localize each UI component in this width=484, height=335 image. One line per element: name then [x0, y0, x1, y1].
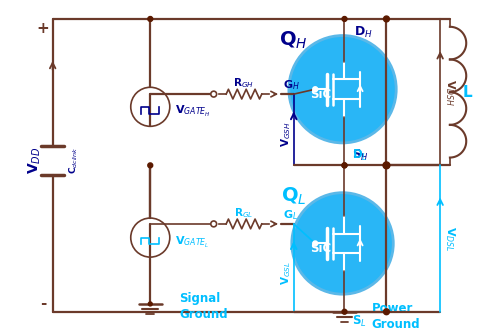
Text: SiC: SiC [310, 88, 331, 100]
Text: -: - [40, 296, 46, 312]
Circle shape [288, 36, 395, 143]
Text: SiC: SiC [310, 242, 331, 255]
Text: D$_{H}$: D$_{H}$ [353, 25, 372, 40]
Circle shape [312, 241, 317, 246]
Circle shape [341, 163, 346, 168]
Circle shape [341, 309, 346, 314]
Text: R$_{GL}$: R$_{GL}$ [234, 206, 253, 220]
Text: V$_{GSL}$: V$_{GSL}$ [278, 261, 292, 285]
Circle shape [341, 163, 346, 168]
Text: V$_{DD}$: V$_{DD}$ [27, 147, 43, 174]
Text: V$_{DSL}$: V$_{DSL}$ [442, 226, 456, 251]
Text: D$_{L}$: D$_{L}$ [351, 148, 367, 163]
Circle shape [148, 302, 152, 306]
Text: Signal
Ground: Signal Ground [179, 292, 227, 321]
Circle shape [148, 163, 152, 168]
Text: G$_{H}$: G$_{H}$ [283, 78, 299, 92]
Text: G$_{L}$: G$_{L}$ [283, 208, 298, 222]
Text: C$_{dclink}$: C$_{dclink}$ [67, 147, 80, 174]
Text: +: + [36, 21, 49, 36]
Circle shape [341, 16, 346, 21]
Text: V$_{GSH}$: V$_{GSH}$ [278, 122, 292, 147]
Text: V$_{DSH}$: V$_{DSH}$ [442, 78, 456, 106]
Text: R$_{GH}$: R$_{GH}$ [233, 76, 254, 90]
Text: S$_{H}$: S$_{H}$ [351, 148, 368, 163]
Circle shape [148, 16, 152, 21]
Text: V$_{GATE_L}$: V$_{GATE_L}$ [174, 235, 209, 250]
Text: Q$_{H}$: Q$_{H}$ [279, 30, 307, 51]
Circle shape [211, 221, 216, 227]
Circle shape [382, 162, 389, 169]
Circle shape [383, 16, 389, 22]
Text: Q$_{L}$: Q$_{L}$ [280, 186, 306, 207]
Text: L: L [462, 85, 471, 99]
Text: S$_{L}$: S$_{L}$ [351, 314, 366, 329]
Circle shape [312, 87, 317, 92]
Circle shape [383, 309, 389, 315]
Circle shape [291, 193, 393, 294]
Text: Power
Ground: Power Ground [371, 302, 420, 331]
Circle shape [211, 91, 216, 97]
Text: V$_{GATE_H}$: V$_{GATE_H}$ [174, 104, 210, 119]
